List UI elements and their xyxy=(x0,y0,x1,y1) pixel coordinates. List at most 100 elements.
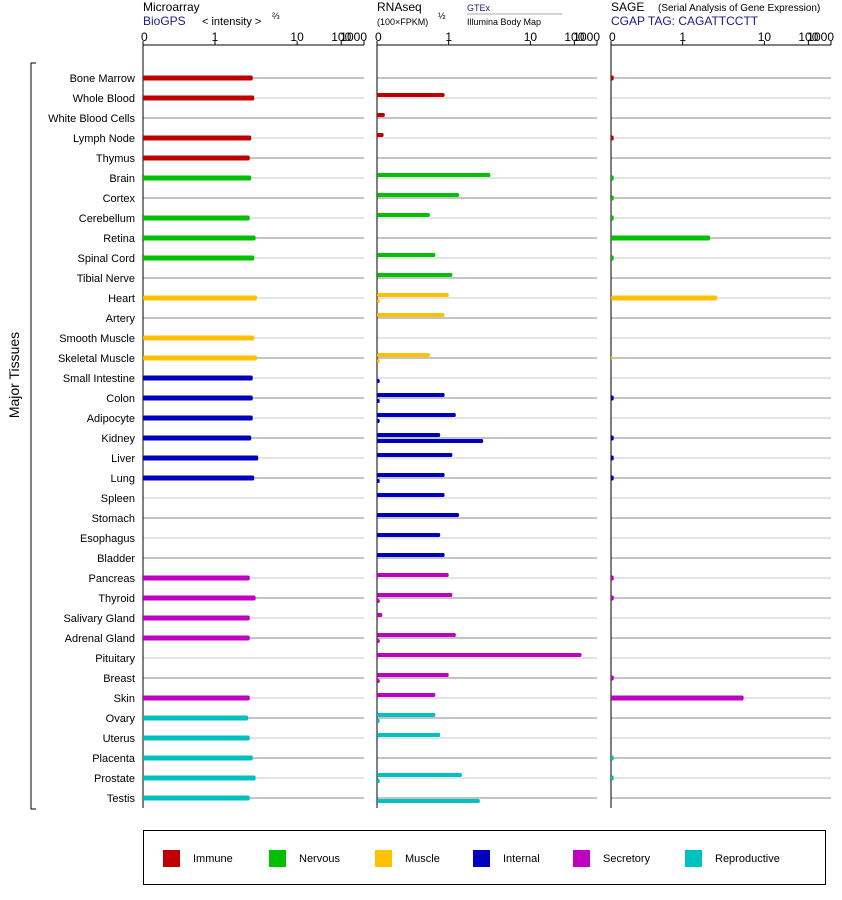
bar-microarray xyxy=(143,695,250,701)
group-label: Major Tissues xyxy=(6,332,22,418)
group-bracket xyxy=(30,62,36,810)
bar-sage xyxy=(611,775,614,781)
bar-microarray xyxy=(143,255,255,261)
sage-tick-label-1: 1 xyxy=(679,30,686,44)
tissue-label: Bladder xyxy=(97,553,135,565)
bar-illumina xyxy=(377,719,380,723)
bar-gtex xyxy=(377,133,384,137)
microarray-tick-label-10: 10 xyxy=(290,30,304,44)
bar-gtex xyxy=(377,533,441,537)
tissue-label: Small Intestine xyxy=(63,373,135,385)
tissue-label: Pancreas xyxy=(89,573,136,585)
tissue-labels: Bone Marrow Whole Blood White Blood Cells L… xyxy=(48,73,136,805)
legend: Immune Nervous Muscle Internal Secretory… xyxy=(143,830,826,885)
microarray-tick-label-100: 100 xyxy=(331,30,351,44)
bar-microarray xyxy=(143,475,255,481)
bar-illumina xyxy=(377,299,380,303)
bar-microarray xyxy=(143,375,253,381)
legend-label-reproductive: Reproductive xyxy=(715,852,780,865)
microarray-tick-label-1000: 1000 xyxy=(340,30,367,44)
legend-item-secretory: Secretory xyxy=(573,850,650,867)
bar-illumina xyxy=(377,399,380,403)
bar-microarray xyxy=(143,335,255,341)
bar-illumina xyxy=(377,359,380,363)
tissue-label: Thymus xyxy=(96,153,136,165)
bar-illumina xyxy=(377,599,380,603)
tissue-label: Adipocyte xyxy=(87,413,135,425)
bar-sage xyxy=(611,355,613,361)
bar-microarray xyxy=(143,795,250,801)
sage-subtitle: (Serial Analysis of Gene Expression) xyxy=(658,3,820,14)
legend-label-nervous: Nervous xyxy=(299,852,340,865)
bar-gtex xyxy=(377,713,436,717)
legend-label-muscle: Muscle xyxy=(405,852,440,865)
bar-microarray xyxy=(143,455,259,461)
bar-microarray xyxy=(143,595,256,601)
tissue-label: Placenta xyxy=(92,753,136,765)
tissue-label: Stomach xyxy=(92,513,135,525)
tissue-label: Spinal Cord xyxy=(78,253,135,265)
tissue-label: Adrenal Gland xyxy=(65,633,135,645)
bar-gtex xyxy=(377,773,462,777)
bar-sage xyxy=(611,295,718,301)
bar-gtex xyxy=(377,113,385,117)
sage-tick-label-0: 0 xyxy=(609,30,616,44)
bars xyxy=(143,75,744,803)
bar-gtex xyxy=(377,733,441,737)
tissue-label: Prostate xyxy=(94,773,135,785)
rnaseq-unit: (100×FPKM) xyxy=(377,17,428,27)
bar-gtex xyxy=(377,473,445,477)
tissue-label: Whole Blood xyxy=(73,93,135,105)
rnaseq-title: RNAseq xyxy=(377,0,422,14)
bar-sage xyxy=(611,75,614,81)
bar-microarray xyxy=(143,395,253,401)
bar-microarray xyxy=(143,295,257,301)
tissue-label: Ovary xyxy=(106,713,136,725)
bar-illumina xyxy=(377,779,380,783)
bar-sage xyxy=(611,675,614,681)
legend-swatch-reproductive xyxy=(685,850,702,867)
bar-gtex xyxy=(377,213,430,217)
bar-microarray xyxy=(143,435,252,441)
sage-source: CGAP TAG: CAGATTCCTT xyxy=(611,14,759,28)
microarray-tick-label-0: 0 xyxy=(141,30,148,44)
legend-swatch-nervous xyxy=(269,850,286,867)
tissue-label: Skin xyxy=(114,693,135,705)
tissue-label: Esophagus xyxy=(80,533,136,545)
tissue-label: Kidney xyxy=(101,433,135,445)
bar-sage xyxy=(611,755,614,761)
bar-microarray xyxy=(143,775,256,781)
bar-gtex xyxy=(377,673,449,677)
tissue-label: White Blood Cells xyxy=(48,113,135,125)
legend-item-nervous: Nervous xyxy=(269,850,340,867)
rnaseq-tick-label-1000: 1000 xyxy=(573,30,600,44)
bar-sage xyxy=(611,215,614,221)
legend-item-immune: Immune xyxy=(163,850,233,867)
legend-swatch-muscle xyxy=(375,850,392,867)
bar-microarray xyxy=(143,715,248,721)
bar-microarray xyxy=(143,575,250,581)
bar-gtex xyxy=(377,593,453,597)
rnaseq-unit-exponent: ½ xyxy=(438,11,446,21)
sage-tick-label-10: 10 xyxy=(758,30,772,44)
bar-microarray xyxy=(143,615,250,621)
tissue-label: Lung xyxy=(111,473,135,485)
bar-illumina xyxy=(377,679,380,683)
rnaseq-tick-label-1: 1 xyxy=(445,30,452,44)
bar-gtex xyxy=(377,493,445,497)
sage-tick-label-100: 100 xyxy=(798,30,818,44)
legend-item-reproductive: Reproductive xyxy=(685,850,780,867)
microarray-unit-exponent: ⅔ xyxy=(272,11,280,21)
tissue-label: Thyroid xyxy=(98,593,135,605)
rnaseq-tick-label-10: 10 xyxy=(524,30,538,44)
bar-sage xyxy=(611,575,614,581)
legend-label-secretory: Secretory xyxy=(603,852,651,865)
bar-gtex xyxy=(377,453,453,457)
tissue-label: Spleen xyxy=(101,493,135,505)
tissue-label: Heart xyxy=(108,293,135,305)
microarray-unit: < intensity > xyxy=(202,16,261,28)
bar-illumina xyxy=(377,439,484,443)
bar-gtex xyxy=(377,633,456,637)
bar-sage xyxy=(611,195,614,201)
